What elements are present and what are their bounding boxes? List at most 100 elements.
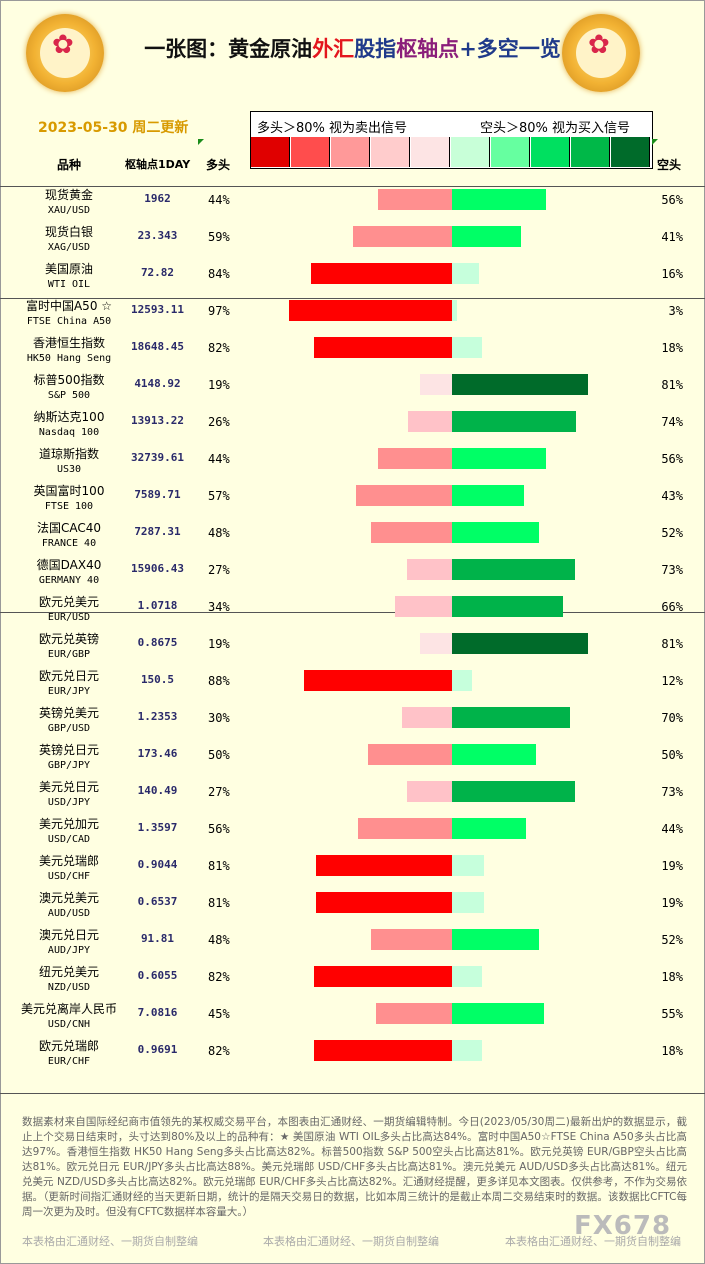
instrument-name: 英镑兑美元 GBP/USD (19, 706, 119, 736)
long-bar (376, 1003, 452, 1024)
instrument-cn: 现货黄金 (44, 188, 93, 202)
instrument-code: S&P 500 (47, 390, 91, 401)
instrument-code: USD/JPY (47, 797, 91, 808)
pivot-value: 0.8675 (137, 636, 178, 649)
short-percent: 73% (661, 785, 683, 799)
pivot-value: 32739.61 (131, 451, 184, 464)
legend-long-text: 多头＞80% 视为卖出信号 (257, 121, 408, 136)
long-percent: 81% (208, 859, 230, 873)
pivot-value: 1.3597 (137, 821, 178, 834)
long-percent: 27% (208, 563, 230, 577)
instrument-code: FTSE China A50 (26, 316, 112, 327)
instrument-cn: 香港恒生指数 (32, 336, 105, 350)
long-bar (304, 670, 452, 691)
legend-swatch (571, 137, 610, 167)
legend-swatch (491, 137, 530, 167)
long-percent: 27% (208, 785, 230, 799)
long-bar (314, 337, 452, 358)
short-percent: 73% (661, 563, 683, 577)
long-bar (378, 448, 452, 469)
short-percent: 55% (661, 1007, 683, 1021)
short-percent: 81% (661, 637, 683, 651)
divider (0, 298, 705, 299)
instrument-code: USD/CHF (47, 871, 91, 882)
instrument-code: FTSE 100 (44, 501, 94, 512)
instrument-name: 美国原油 WTI OIL (19, 262, 119, 292)
short-bar (452, 522, 539, 543)
instrument-name: 欧元兑日元 EUR/JPY (19, 669, 119, 699)
long-bar (356, 485, 452, 506)
pivot-value: 7.0816 (137, 1006, 178, 1019)
instrument-name: 欧元兑美元 EUR/USD (19, 595, 119, 625)
short-percent: 56% (661, 193, 683, 207)
instrument-code: AUD/JPY (47, 945, 91, 956)
instrument-code: XAG/USD (47, 242, 91, 253)
instrument-name: 德国DAX40 GERMANY 40 (19, 558, 119, 588)
short-percent: 50% (661, 748, 683, 762)
instrument-cn: 美元兑日元 (38, 780, 99, 794)
long-percent: 26% (208, 415, 230, 429)
instrument-cn: 美元兑加元 (38, 817, 99, 831)
logo-right: ✿ (562, 14, 640, 92)
long-percent: 48% (208, 526, 230, 540)
long-percent: 50% (208, 748, 230, 762)
long-percent: 34% (208, 600, 230, 614)
short-bar (452, 596, 563, 617)
instrument-cn: 道琼斯指数 (38, 447, 99, 461)
instrument-name: 澳元兑美元 AUD/USD (19, 891, 119, 921)
instrument-code: Nasdaq 100 (38, 427, 100, 438)
instrument-cn: 英镑兑美元 (38, 706, 99, 720)
instrument-code: FRANCE 40 (41, 538, 97, 549)
header-short: 空头 (657, 158, 682, 172)
instrument-cn: 美国原油 (44, 262, 93, 276)
pivot-value: 91.81 (140, 932, 175, 945)
short-bar (452, 374, 588, 395)
marker-icon (652, 139, 658, 145)
header-name: 品种 (57, 158, 82, 172)
short-bar (452, 670, 472, 691)
instrument-code: WTI OIL (47, 279, 91, 290)
instrument-code: EUR/GBP (47, 649, 91, 660)
short-bar (452, 1040, 482, 1061)
instrument-code: EUR/CHF (47, 1056, 91, 1067)
short-bar (452, 1003, 544, 1024)
short-bar (452, 189, 546, 210)
instrument-code: US30 (56, 464, 82, 475)
short-bar (452, 966, 482, 987)
brand-watermark: FX678 (574, 1211, 672, 1241)
long-bar (289, 300, 452, 321)
long-percent: 45% (208, 1007, 230, 1021)
footer-note: 数据素材来自国际经纪商市值领先的某权威交易平台，本图表由汇通财经、一期货编辑特制… (22, 1116, 687, 1218)
long-bar (358, 818, 452, 839)
instrument-code: AUD/USD (47, 908, 91, 919)
instrument-cn: 纳斯达克100 (33, 410, 105, 424)
instrument-code: XAU/USD (47, 205, 91, 216)
long-percent: 97% (208, 304, 230, 318)
short-bar (452, 892, 484, 913)
instrument-cn: 法国CAC40 (36, 521, 102, 535)
long-bar (402, 707, 452, 728)
instrument-code: GERMANY 40 (38, 575, 100, 586)
instrument-cn: 欧元兑瑞郎 (38, 1039, 99, 1053)
short-bar (452, 781, 575, 802)
instrument-cn: 标普500指数 (33, 373, 105, 387)
short-bar (452, 559, 575, 580)
short-percent: 52% (661, 526, 683, 540)
flower-icon: ✿ (588, 30, 610, 60)
short-bar (452, 855, 484, 876)
long-percent: 44% (208, 193, 230, 207)
pivot-value: 150.5 (140, 673, 175, 686)
short-percent: 52% (661, 933, 683, 947)
pivot-value: 0.9044 (137, 858, 178, 871)
pivot-value: 7287.31 (134, 525, 181, 538)
divider (0, 612, 705, 613)
legend-swatch (331, 137, 370, 167)
pivot-value: 72.82 (140, 266, 175, 279)
instrument-name: 欧元兑英镑 EUR/GBP (19, 632, 119, 662)
short-bar (452, 929, 539, 950)
long-percent: 57% (208, 489, 230, 503)
header-long: 多头 (206, 158, 231, 172)
long-percent: 82% (208, 341, 230, 355)
long-percent: 59% (208, 230, 230, 244)
pivot-value: 0.9691 (137, 1043, 178, 1056)
